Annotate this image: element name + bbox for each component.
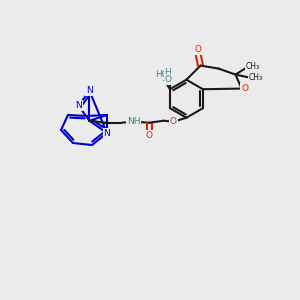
Text: NH: NH [127, 117, 140, 126]
Text: O: O [241, 84, 248, 93]
Text: O: O [164, 75, 172, 84]
Text: CH₃: CH₃ [248, 73, 262, 82]
Text: H: H [165, 68, 171, 77]
Text: O: O [146, 131, 153, 140]
Text: CH₃: CH₃ [245, 62, 260, 71]
Text: HO: HO [155, 70, 169, 79]
Text: O: O [194, 45, 201, 54]
Text: O: O [170, 117, 177, 126]
Text: N: N [103, 128, 110, 137]
Text: N: N [75, 101, 82, 110]
Text: N: N [86, 86, 93, 95]
